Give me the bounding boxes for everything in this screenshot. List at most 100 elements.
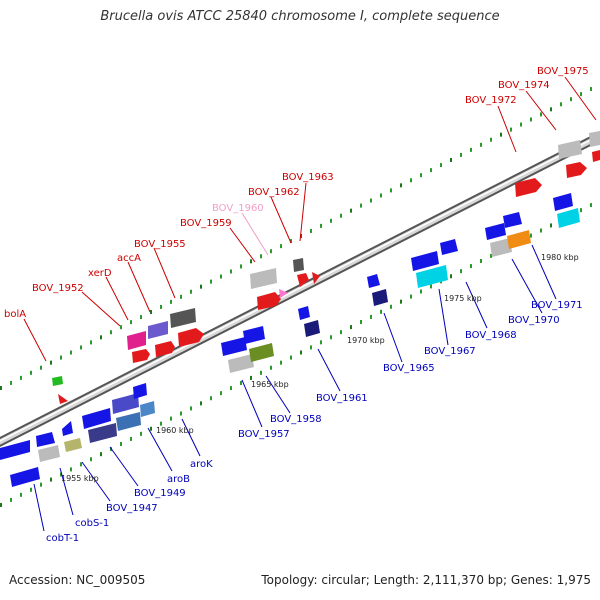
gene-BOV_1970[interactable] xyxy=(485,223,531,257)
gene-BOV_1960[interactable] xyxy=(279,289,288,298)
gene-label[interactable]: BOV_1958 xyxy=(270,414,322,425)
tick-mark xyxy=(340,330,342,335)
gene-label[interactable]: BOV_1959 xyxy=(180,218,232,229)
gene-BOV_1956[interactable] xyxy=(178,328,204,347)
gene-BOV_1961[interactable] xyxy=(298,306,320,337)
summary-text: Topology: circular; Length: 2,111,370 bp… xyxy=(261,573,591,587)
tick-mark xyxy=(70,467,72,472)
tick-mark xyxy=(440,163,442,168)
gene-label[interactable]: accA xyxy=(117,253,141,264)
gene-BOV_1972[interactable] xyxy=(515,178,542,197)
gene-label[interactable]: BOV_1974 xyxy=(498,80,550,91)
tick-mark xyxy=(400,183,402,188)
tick-mark xyxy=(330,218,332,223)
gene-BOV_1971[interactable] xyxy=(553,193,580,228)
gene-BOV_1958[interactable] xyxy=(243,326,274,362)
gene-xerD[interactable] xyxy=(127,331,146,350)
tick-mark xyxy=(390,304,392,309)
gene-cobT-1[interactable] xyxy=(0,440,40,487)
gene-BOV_1969[interactable] xyxy=(503,212,522,228)
tick-mark xyxy=(510,127,512,132)
label-leader-lines xyxy=(23,76,597,532)
tick-mark xyxy=(540,112,542,117)
gene-BOV_1959b[interactable] xyxy=(257,292,281,310)
tick-mark xyxy=(590,203,592,208)
gene-label[interactable]: BOV_1952 xyxy=(32,283,84,294)
tick-mark xyxy=(480,142,482,147)
tick-mark xyxy=(500,132,502,137)
gene-aroK[interactable] xyxy=(133,383,155,417)
tick-mark xyxy=(20,375,22,380)
kbp-marker: 1975 kbp xyxy=(444,294,482,303)
gene-BOV_1968[interactable] xyxy=(440,239,458,255)
gene-BOV_1957[interactable] xyxy=(221,337,254,373)
tick-mark xyxy=(160,421,162,426)
gene-label[interactable]: BOV_1961 xyxy=(316,393,368,404)
gene-BOV_1954[interactable] xyxy=(132,349,150,363)
gene-label[interactable]: BOV_1949 xyxy=(134,488,186,499)
tick-mark xyxy=(260,370,262,375)
tick-mark xyxy=(20,492,22,497)
tick-mark xyxy=(40,365,42,370)
chromosome-backbone xyxy=(0,131,600,447)
gene-label[interactable]: bolA xyxy=(4,309,26,320)
gene-BOV_1965[interactable] xyxy=(367,274,388,306)
tick-mark xyxy=(90,340,92,345)
gene-label[interactable]: xerD xyxy=(88,268,112,279)
gene-BOV_1975[interactable] xyxy=(589,131,600,162)
gene-label[interactable]: BOV_1972 xyxy=(465,95,517,106)
tick-mark xyxy=(490,137,492,142)
tick-mark xyxy=(360,320,362,324)
gene-bolA[interactable] xyxy=(52,376,68,404)
gene-label[interactable]: BOV_1962 xyxy=(248,187,300,198)
tick-mark xyxy=(130,436,132,441)
tick-mark xyxy=(350,208,352,213)
gene-BOV_1955[interactable] xyxy=(170,308,196,328)
tick-mark xyxy=(100,452,102,457)
tick-mark xyxy=(0,503,2,507)
tick-mark xyxy=(310,228,312,233)
tick-mark xyxy=(270,365,272,370)
tick-mark xyxy=(450,274,452,279)
kbp-marker: 1970 kbp xyxy=(347,336,385,345)
gene-BOV_1967[interactable] xyxy=(411,251,448,288)
gene-label[interactable]: BOV_1975 xyxy=(537,66,589,77)
gene-labels-top: bolA BOV_1952 xerD accA BOV_1955 BOV_195… xyxy=(4,66,589,320)
tick-mark xyxy=(310,345,312,350)
gene-label[interactable]: BOV_1963 xyxy=(282,172,334,183)
tick-mark xyxy=(360,203,362,208)
gene-aroB[interactable] xyxy=(112,393,141,431)
gene-BOV_1949[interactable] xyxy=(82,408,117,443)
gene-label[interactable]: BOV_1965 xyxy=(383,363,435,374)
gene-label[interactable]: BOV_1970 xyxy=(508,315,560,326)
gene-label[interactable]: BOV_1960 xyxy=(212,203,264,214)
tick-mark xyxy=(0,386,2,390)
gene-label[interactable]: BOV_1955 xyxy=(134,239,186,250)
gene-label[interactable]: aroB xyxy=(167,474,190,485)
gene-label[interactable]: BOV_1968 xyxy=(465,330,517,341)
tick-mark xyxy=(60,355,62,360)
gene-label[interactable]: cobS-1 xyxy=(75,518,109,529)
gene-label[interactable]: BOV_1971 xyxy=(531,300,583,311)
gene-label[interactable]: BOV_1947 xyxy=(106,503,158,514)
gene-label[interactable]: cobT-1 xyxy=(46,533,79,544)
tick-mark xyxy=(300,350,302,355)
gene-accA[interactable] xyxy=(148,321,168,339)
tick-mark xyxy=(580,208,582,213)
tick-mark xyxy=(100,335,102,340)
tick-mark xyxy=(210,279,212,284)
gene-BOV_1959[interactable] xyxy=(250,268,277,289)
gene-label[interactable]: BOV_1957 xyxy=(238,429,290,440)
gene-BOV_1974[interactable] xyxy=(558,140,587,178)
gene-label[interactable]: aroK xyxy=(190,459,213,470)
tick-mark xyxy=(130,320,132,325)
gene-BOV_1963[interactable] xyxy=(297,272,320,287)
tick-mark xyxy=(390,188,392,193)
tick-mark xyxy=(80,345,82,350)
gene-BOV_1947[interactable] xyxy=(62,421,82,452)
tick-mark xyxy=(90,457,92,462)
gene-label[interactable]: BOV_1967 xyxy=(424,346,476,357)
gene-BOV_1962[interactable] xyxy=(293,258,304,272)
gene-BOV_1953[interactable] xyxy=(155,341,175,357)
gene-cobS-1[interactable] xyxy=(36,432,60,462)
